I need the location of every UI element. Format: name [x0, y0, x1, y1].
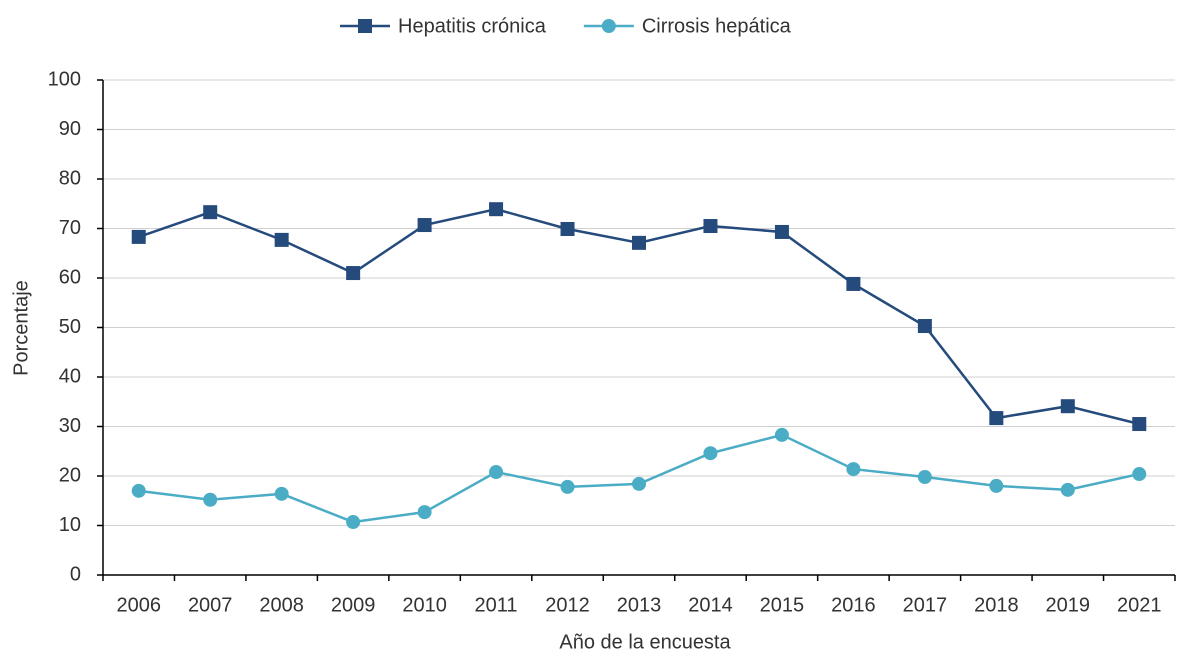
data-point [417, 218, 432, 233]
x-axis-label: Año de la encuesta [559, 631, 731, 653]
x-tick-label: 2018 [974, 594, 1019, 616]
data-point [203, 205, 218, 220]
y-tick-label: 30 [59, 415, 81, 437]
y-tick-label: 20 [59, 464, 81, 486]
legend-marker [358, 19, 372, 33]
y-tick-label: 80 [59, 167, 81, 189]
data-point [917, 319, 932, 334]
x-tick-label: 2015 [760, 594, 805, 616]
data-point [274, 486, 289, 501]
legend-marker [601, 19, 616, 33]
data-point [632, 476, 646, 491]
data-point [703, 446, 718, 461]
x-tick-label: 2019 [1046, 594, 1091, 616]
data-point [774, 427, 789, 442]
x-tick-label: 2008 [259, 594, 304, 616]
data-point [560, 479, 575, 494]
data-point [560, 221, 575, 236]
y-tick-label: 40 [59, 365, 81, 387]
y-tick-label: 90 [59, 118, 81, 140]
data-point [1060, 399, 1075, 414]
y-tick-label: 60 [59, 266, 81, 288]
data-point [131, 483, 146, 498]
x-tick-label: 2011 [475, 594, 518, 616]
data-point [489, 465, 504, 480]
x-tick-label: 2017 [903, 594, 948, 616]
data-point [846, 462, 861, 477]
y-tick-label: 50 [59, 316, 81, 338]
data-point [1132, 417, 1147, 432]
data-point [989, 478, 1004, 493]
data-point [417, 505, 432, 520]
legend-label: Hepatitis crónica [398, 15, 547, 37]
x-tick-label: 2014 [688, 594, 733, 616]
data-point [917, 469, 932, 484]
y-tick-label: 70 [59, 217, 81, 239]
x-tick-label: 2006 [116, 594, 161, 616]
data-point [989, 411, 1004, 426]
x-tick-label: 2010 [402, 594, 447, 616]
data-point [346, 515, 361, 530]
data-point [703, 219, 718, 234]
y-tick-label: 100 [48, 68, 81, 90]
data-point [274, 232, 289, 247]
data-point [1060, 482, 1075, 497]
x-tick-label: 2021 [1117, 594, 1162, 616]
data-point [203, 492, 218, 507]
data-point [346, 266, 361, 281]
y-tick-label: 10 [59, 514, 81, 536]
x-tick-label: 2013 [617, 594, 662, 616]
y-tick-label: 0 [70, 563, 81, 585]
y-axis-label: Porcentaje [10, 280, 32, 376]
data-point [846, 276, 861, 291]
data-point [1132, 467, 1147, 482]
legend-label: Cirrosis hepática [642, 15, 792, 37]
x-tick-label: 2016 [831, 594, 876, 616]
x-tick-label: 2007 [188, 594, 233, 616]
data-point [489, 202, 504, 217]
data-point [774, 224, 789, 239]
x-tick-label: 2009 [331, 594, 376, 616]
data-point [632, 235, 646, 250]
x-tick-label: 2012 [545, 594, 590, 616]
data-point [131, 229, 146, 244]
